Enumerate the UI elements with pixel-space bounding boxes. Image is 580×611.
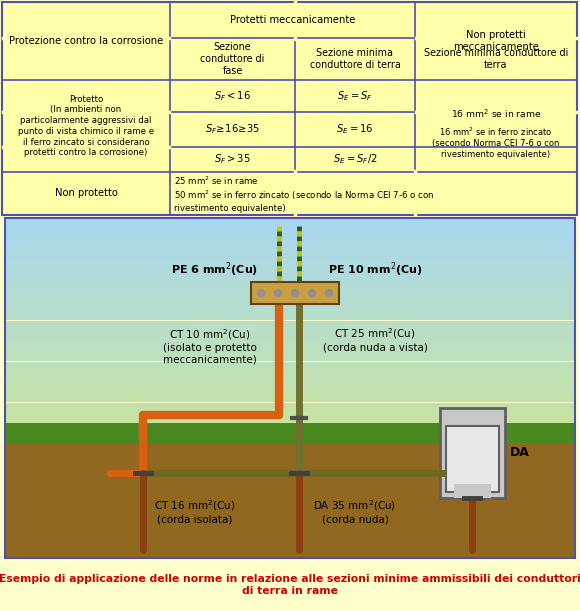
Bar [5,273,575,279]
Text: $S_F\!\geq\!16\!\geq\!35$: $S_F\!\geq\!16\!\geq\!35$ [205,123,260,136]
Text: $S_E=S_F$: $S_E=S_F$ [337,89,373,103]
Text: Protetto
(In ambienti non
particolarmente aggressivi dal
punto di vista chimico : Protetto (In ambienti non particolarment… [18,95,154,158]
Bar [5,232,575,238]
Bar [5,389,575,396]
Bar [5,313,575,321]
Text: Non protetto: Non protetto [55,189,117,199]
Bar [446,426,499,492]
Bar [5,443,575,558]
Bar [5,307,575,313]
Bar [5,368,575,375]
Bar [5,396,575,403]
Bar [440,408,505,498]
Bar [251,282,339,304]
Bar [5,362,575,368]
Bar [5,287,575,293]
Bar [5,218,575,558]
Bar [5,238,575,246]
Text: Sezione minima
conduttore di terra: Sezione minima conduttore di terra [310,48,400,70]
Bar [5,252,575,259]
Bar [2,2,577,215]
Bar [5,293,575,300]
Text: DA: DA [510,447,530,459]
Bar [5,382,575,389]
Text: Non protetti
meccanicamente: Non protetti meccanicamente [453,30,539,52]
Text: Protetti meccanicamente: Protetti meccanicamente [230,15,355,25]
Bar [5,416,575,423]
Bar [5,334,575,341]
Circle shape [258,290,264,296]
Bar [5,375,575,382]
Text: 16 mm$^2$ se in rame: 16 mm$^2$ se in rame [451,107,541,120]
Text: Sezione minima conduttore di
terra: Sezione minima conduttore di terra [424,48,568,70]
Text: CT 10 mm$^2$(Cu)
(isolato e protetto
meccanicamente): CT 10 mm$^2$(Cu) (isolato e protetto mec… [163,327,257,365]
Bar [5,246,575,252]
Text: Sezione
conduttore di
fase: Sezione conduttore di fase [200,42,264,76]
Text: PE 10 mm$^2$(Cu): PE 10 mm$^2$(Cu) [328,261,422,279]
Text: 25 mm$^2$ se in rame
50 mm$^2$ se in ferro zincato (secondo la Norma CEI 7-6 o c: 25 mm$^2$ se in rame 50 mm$^2$ se in fer… [174,174,434,213]
Bar [5,327,575,334]
Circle shape [274,290,281,296]
Text: $S_F>35$: $S_F>35$ [214,153,251,166]
Bar [5,423,575,443]
Bar [5,279,575,287]
Text: CT 25 mm$^2$(Cu)
(corda nuda a vista): CT 25 mm$^2$(Cu) (corda nuda a vista) [322,326,427,352]
Bar [5,225,575,232]
Bar [5,266,575,273]
Bar [5,300,575,307]
Bar [5,403,575,409]
Bar [5,341,575,348]
Text: DA 35 mm$^2$(Cu)
(corda nuda): DA 35 mm$^2$(Cu) (corda nuda) [313,498,397,524]
Text: $S_E=16$: $S_E=16$ [336,123,374,136]
Bar [5,409,575,416]
Bar [5,259,575,266]
Text: Esempio di applicazione delle norme in relazione alle sezioni minime ammissibili: Esempio di applicazione delle norme in r… [0,574,580,596]
Circle shape [325,290,332,296]
Bar [454,484,491,498]
Text: Protezione contro la corrosione: Protezione contro la corrosione [9,36,163,46]
Circle shape [292,290,299,296]
Text: CT 16 mm$^2$(Cu)
(corda isolata): CT 16 mm$^2$(Cu) (corda isolata) [154,498,236,524]
Circle shape [309,290,316,296]
Bar [5,348,575,354]
Text: 16 mm$^2$ se in ferro zincato
(secondo Norma CEI 7-6 o con
rivestimento equivale: 16 mm$^2$ se in ferro zincato (secondo N… [432,125,560,159]
Text: $S_F<16$: $S_F<16$ [214,89,251,103]
Bar [5,321,575,327]
Text: PE 6 mm$^2$(Cu): PE 6 mm$^2$(Cu) [172,261,259,279]
Bar [5,218,575,225]
Bar [5,354,575,362]
Text: $S_E=S_F/2$: $S_E=S_F/2$ [333,153,377,166]
